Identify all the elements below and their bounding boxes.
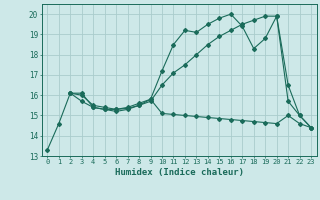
X-axis label: Humidex (Indice chaleur): Humidex (Indice chaleur): [115, 168, 244, 177]
